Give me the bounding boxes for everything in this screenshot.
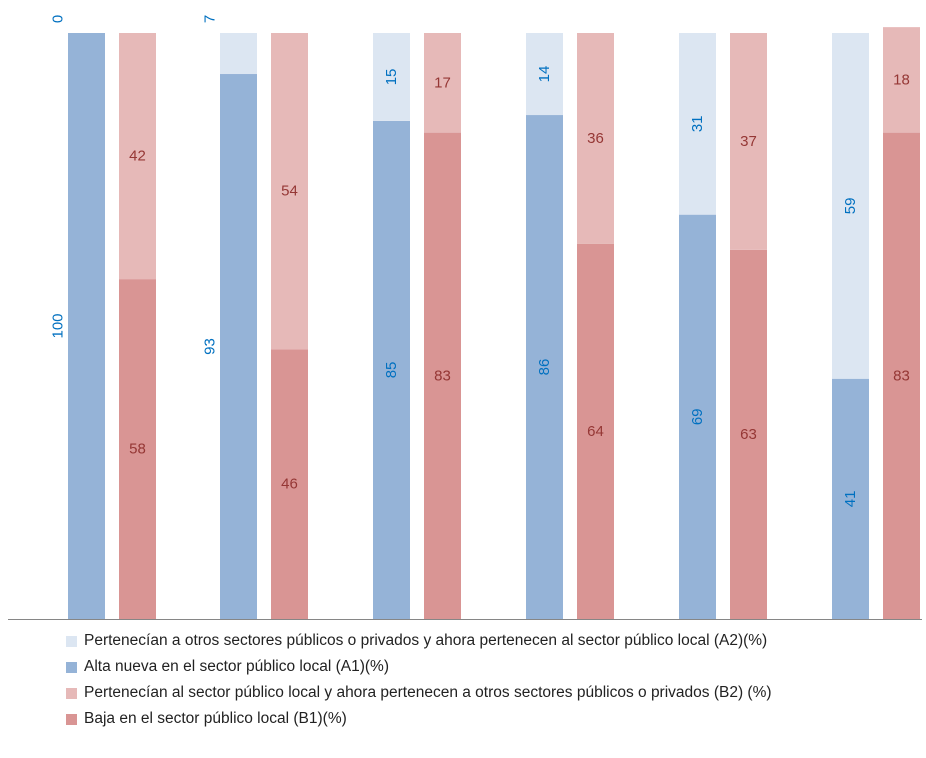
bar-2010-B2: [119, 33, 156, 280]
data-label-2012-A1: 85: [383, 362, 400, 379]
legend-label: Pertenecían a otros sectores públicos o …: [84, 632, 768, 649]
data-label-2012-B1: 83: [434, 367, 451, 384]
bar-2013-A1: [526, 115, 563, 619]
legend-item-3: Pertenecían al sector público local y ah…: [66, 680, 772, 706]
legend-swatch: [66, 661, 77, 673]
data-label-2010-A1: 100: [50, 313, 67, 338]
data-label-2015-A1: 41: [842, 491, 859, 508]
legend-item-4: Baja en el sector público local (B1)(%): [66, 706, 772, 732]
data-label-2013-A1: 86: [536, 359, 553, 376]
data-label-2012-A2: 15: [383, 69, 400, 86]
bar-2012-A2: [373, 33, 410, 121]
data-label-2010-B1: 58: [129, 441, 146, 458]
data-label-2015-B2: 18: [893, 71, 910, 88]
bar-2014-B1: [730, 249, 767, 619]
data-label-2011-B2: 54: [281, 183, 298, 200]
bar-2014-A2: [679, 33, 716, 215]
data-label-2010-A2: 0: [50, 15, 67, 23]
bar-2011-B2: [271, 33, 308, 350]
legend-item-1: Pertenecían a otros sectores públicos o …: [66, 628, 772, 654]
data-label-2014-A1: 69: [689, 408, 706, 425]
bar-2010-A1: [68, 33, 105, 619]
data-label-2013-B1: 64: [587, 423, 604, 440]
bar-2013-B2: [577, 33, 614, 244]
data-label-2014-A2: 31: [689, 115, 706, 132]
bar-2012-A1: [373, 120, 410, 620]
data-label-2011-A1: 93: [202, 338, 219, 355]
bar-2015-A1: [832, 378, 869, 619]
bar-2012-B2: [424, 33, 461, 133]
bar-2014-B2: [730, 33, 767, 250]
legend-swatch: [66, 635, 77, 647]
data-label-2013-B2: 36: [587, 130, 604, 147]
bar-2015-A2: [832, 33, 869, 379]
legend-swatch: [66, 713, 77, 725]
data-label-2015-A2: 59: [842, 198, 859, 215]
stacked-bar-chart: 1000584220109374654201185158317201286146…: [8, 15, 922, 620]
bar-2013-B1: [577, 243, 614, 619]
bar-2011-A1: [220, 74, 257, 619]
bar-2011-A2: [220, 33, 257, 75]
data-label-2014-B2: 37: [740, 133, 757, 150]
data-label-2012-B2: 17: [434, 74, 451, 91]
bar-2013-A2: [526, 33, 563, 116]
data-label-2010-B2: 42: [129, 148, 146, 165]
legend-label: Alta nueva en el sector público local (A…: [84, 658, 389, 675]
legend: Pertenecían a otros sectores públicos o …: [66, 628, 772, 732]
bar-2012-B1: [424, 132, 461, 619]
bar-2011-B1: [271, 349, 308, 619]
data-label-2014-B1: 63: [740, 426, 757, 443]
bar-2015-B2: [883, 27, 920, 133]
legend-label: Baja en el sector público local (B1)(%): [84, 710, 347, 727]
data-label-2011-B1: 46: [281, 476, 298, 493]
legend-item-2: Alta nueva en el sector público local (A…: [66, 654, 772, 680]
legend-label: Pertenecían al sector público local y ah…: [84, 684, 772, 701]
bar-2010-B1: [119, 279, 156, 619]
legend-swatch: [66, 687, 77, 699]
data-label-2015-B1: 83: [893, 367, 910, 384]
bar-2014-A1: [679, 214, 716, 619]
data-label-2013-A2: 14: [536, 66, 553, 83]
bar-2015-B1: [883, 132, 920, 619]
data-label-2011-A2: 7: [202, 15, 219, 23]
